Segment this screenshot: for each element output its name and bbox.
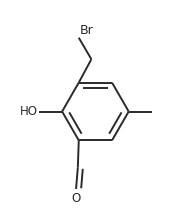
Text: HO: HO [20,105,38,118]
Text: O: O [71,192,81,205]
Text: Br: Br [80,24,93,37]
